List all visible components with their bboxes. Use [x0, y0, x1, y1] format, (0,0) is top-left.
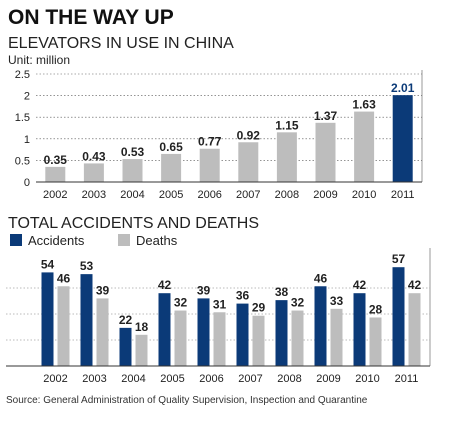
x-tick-label: 2010	[352, 189, 376, 201]
accidents-bar	[236, 303, 249, 366]
elevator-bar	[315, 122, 336, 182]
legend-swatch-accidents	[10, 234, 22, 246]
accidents-value-label: 42	[353, 278, 367, 292]
elevator-bar	[354, 111, 375, 182]
accidents-bar	[197, 298, 210, 366]
elevator-value-label: 1.37	[314, 109, 338, 123]
x-tick-label: 2002	[43, 373, 67, 385]
x-tick-label: 2011	[391, 189, 415, 201]
elevator-bar	[161, 153, 182, 182]
legend-label: Accidents	[28, 233, 85, 248]
x-tick-label: 2005	[159, 189, 183, 201]
x-tick-label: 2006	[197, 189, 221, 201]
x-tick-label: 2003	[82, 373, 106, 385]
elevator-bar	[392, 95, 413, 182]
legend-label: Deaths	[136, 233, 178, 248]
deaths-bar	[330, 308, 343, 366]
accidents-value-label: 57	[392, 252, 406, 266]
x-tick-label: 2008	[275, 189, 299, 201]
accidents-chart-legend: Accidents Deaths	[10, 233, 178, 248]
elevator-bar	[238, 142, 259, 182]
elevator-value-label: 1.15	[275, 118, 299, 132]
accidents-value-label: 42	[158, 278, 172, 292]
deaths-bar	[174, 310, 187, 366]
elevator-value-label: 1.63	[352, 98, 376, 112]
x-tick-label: 2007	[236, 189, 260, 201]
y-tick-label: 1.5	[15, 112, 30, 124]
elevator-bar	[199, 148, 220, 182]
accidents-value-label: 36	[236, 289, 250, 303]
accidents-bar	[392, 267, 405, 366]
deaths-bar	[408, 293, 421, 366]
x-tick-label: 2002	[43, 189, 67, 201]
x-tick-label: 2004	[121, 373, 145, 385]
deaths-bar	[57, 286, 70, 366]
main-title: ON THE WAY UP	[8, 6, 174, 29]
deaths-bar	[96, 298, 109, 366]
x-tick-label: 2010	[355, 373, 379, 385]
x-tick-label: 2004	[120, 189, 144, 201]
elevator-value-label: 0.35	[44, 153, 68, 167]
deaths-value-label: 31	[213, 297, 227, 311]
elevator-value-label: 0.53	[121, 145, 145, 159]
y-tick-label: 0	[24, 177, 30, 189]
accidents-value-label: 53	[80, 259, 94, 273]
accidents-value-label: 39	[197, 283, 211, 297]
x-tick-label: 2003	[82, 189, 106, 201]
deaths-value-label: 32	[291, 296, 305, 310]
deaths-value-label: 39	[96, 283, 110, 297]
deaths-bar	[135, 334, 148, 366]
deaths-value-label: 18	[135, 320, 149, 334]
x-tick-label: 2006	[199, 373, 223, 385]
elevator-bar	[83, 163, 104, 182]
elevator-value-label: 2.01	[391, 81, 415, 95]
accidents-chart-title: TOTAL ACCIDENTS AND DEATHS	[8, 215, 259, 232]
x-tick-label: 2007	[238, 373, 262, 385]
accidents-value-label: 46	[314, 271, 328, 285]
deaths-bar	[252, 315, 265, 366]
accidents-value-label: 22	[119, 313, 133, 327]
elevator-value-label: 0.65	[159, 140, 183, 154]
y-tick-label: 2	[24, 91, 30, 103]
accidents-value-label: 54	[41, 257, 55, 271]
accidents-bar	[158, 293, 171, 366]
x-tick-label: 2011	[395, 373, 419, 385]
source-note: Source: General Administration of Qualit…	[6, 395, 368, 406]
x-tick-label: 2008	[277, 373, 301, 385]
deaths-value-label: 28	[369, 302, 383, 316]
accidents-bar	[353, 293, 366, 366]
accidents-bar	[275, 300, 288, 366]
accidents-bar	[41, 272, 54, 366]
deaths-value-label: 32	[174, 296, 188, 310]
elevator-value-label: 0.92	[237, 128, 261, 142]
legend-swatch-deaths	[118, 234, 130, 246]
accidents-bar	[119, 327, 132, 366]
deaths-value-label: 42	[408, 278, 422, 292]
y-tick-label: 1	[24, 134, 30, 146]
x-tick-label: 2009	[313, 189, 337, 201]
elevator-chart-unit: Unit: million	[8, 53, 70, 67]
y-tick-label: 2.5	[15, 69, 30, 81]
accidents-bar	[80, 274, 93, 366]
deaths-value-label: 33	[330, 294, 344, 308]
deaths-bar	[291, 310, 304, 366]
deaths-bar	[213, 312, 226, 366]
accidents-value-label: 38	[275, 285, 289, 299]
elevator-value-label: 0.77	[198, 135, 222, 149]
elevator-bar	[276, 132, 297, 182]
deaths-value-label: 46	[57, 271, 71, 285]
y-tick-label: 0.5	[15, 155, 30, 167]
x-tick-label: 2005	[160, 373, 184, 385]
x-tick-label: 2009	[316, 373, 340, 385]
elevator-bar	[122, 159, 143, 182]
deaths-value-label: 29	[252, 301, 266, 315]
elevator-chart-title: ELEVATORS IN USE IN CHINA	[8, 35, 234, 52]
elevator-value-label: 0.43	[82, 149, 106, 163]
deaths-bar	[369, 317, 382, 366]
accidents-bar	[314, 286, 327, 366]
elevator-bar	[45, 166, 66, 182]
elevator-chart: 2.5 2 1.5 1 0.5 0 0.35 2002 0.43 2003 0.53 2004 0.65…	[15, 69, 423, 201]
